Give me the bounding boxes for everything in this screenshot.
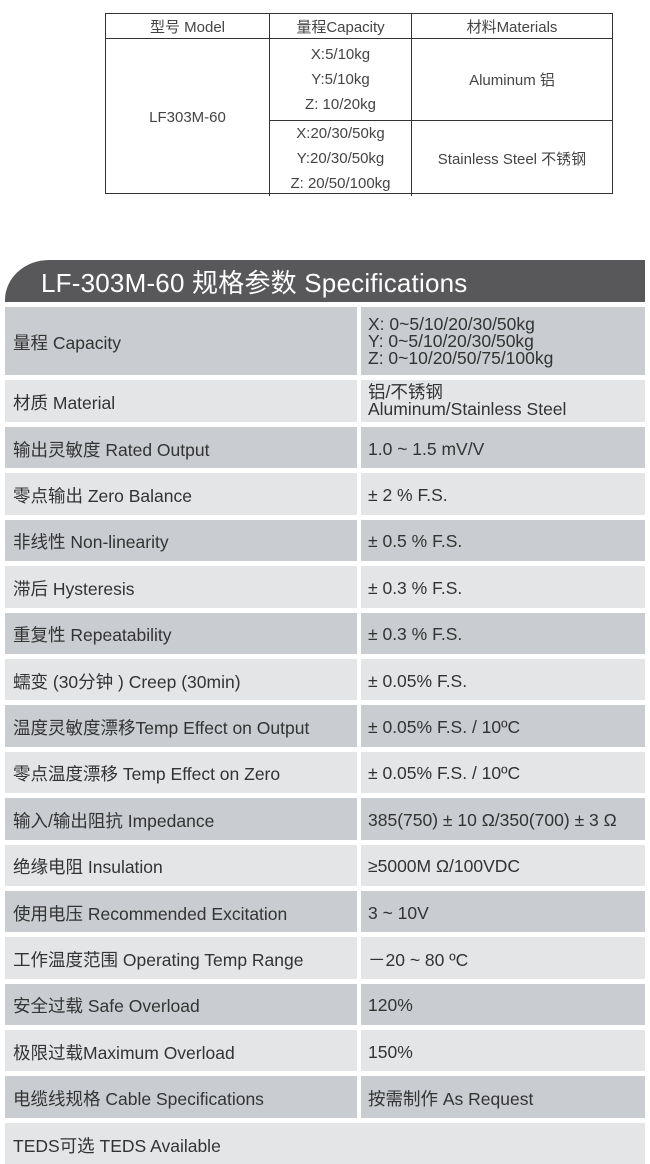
spec-row: 零点输出 Zero Balance ± 2 % F.S. [5, 473, 645, 515]
spec-value: ± 0.05% F.S. / 10ºC [361, 751, 645, 794]
spec-value: 1.0 ~ 1.5 mV/V [361, 427, 645, 469]
capacity-line: Y:5/10kg [311, 71, 370, 88]
spec-label: 量程 Capacity [5, 307, 357, 375]
spec-label: 滞后 Hysteresis [5, 566, 357, 608]
spec-row: 蠕变 (30分钟 ) Creep (30min) ± 0.05% F.S. [5, 658, 645, 701]
spec-value-line: 150% [368, 1041, 413, 1062]
spec-row: 使用电压 Recommended Excitation 3 ~ 10V [5, 890, 645, 933]
spec-label: 非线性 Non-linearity [5, 519, 357, 562]
spec-label: 零点输出 Zero Balance [5, 473, 357, 515]
spec-value-line: 铝/不锈钢 [368, 382, 443, 402]
spec-value: ± 0.3 % F.S. [361, 612, 645, 654]
capacity-line: Y:20/30/50kg [296, 150, 385, 167]
header-model: 型号 Model [106, 14, 269, 39]
spec-value: ≥5000M Ω/100VDC [361, 844, 645, 886]
capacity-line: X:5/10kg [310, 46, 371, 63]
capacity-line: Z: 10/20kg [305, 96, 376, 113]
spec-label: 安全过载 Safe Overload [5, 983, 357, 1026]
spec-value: ± 0.5 % F.S. [361, 519, 645, 562]
spec-label: 电缆线规格 Cable Specifications [5, 1076, 357, 1118]
spec-value: 150% [361, 1030, 645, 1072]
spec-value-line: 3 ~ 10V [368, 902, 429, 923]
spec-row: 滞后 Hysteresis ± 0.3 % F.S. [5, 566, 645, 608]
spec-value-line: －20 ~ 80 ºC [368, 949, 469, 970]
spec-value-line: Y: 0~5/10/20/30/50kg [368, 330, 534, 351]
spec-value: 铝/不锈钢 Aluminum/Stainless Steel [361, 380, 645, 422]
spec-label: TEDS可选 TEDS Available [5, 1122, 645, 1164]
spec-value-line: ± 0.3 % F.S. [368, 624, 463, 645]
spec-row: 重复性 Repeatability ± 0.3 % F.S. [5, 612, 645, 654]
spec-label: 极限过载Maximum Overload [5, 1030, 357, 1072]
header-capacity: 量程Capacity [269, 14, 411, 39]
spec-row: 极限过载Maximum Overload 150% [5, 1030, 645, 1072]
spec-value: ± 0.05% F.S. [361, 658, 645, 701]
spec-label: 工作温度范围 Operating Temp Range [5, 937, 357, 979]
material-aluminum: Aluminum 铝 [411, 39, 612, 121]
spec-value-line: ± 0.3 % F.S. [368, 577, 463, 598]
model-table: 型号 Model 量程Capacity 材料Materials LF303M-6… [105, 13, 613, 196]
spec-label: 零点温度漂移 Temp Effect on Zero [5, 751, 357, 794]
spec-value: 3 ~ 10V [361, 890, 645, 933]
spec-row: 安全过载 Safe Overload 120% [5, 983, 645, 1026]
spec-value: X: 0~5/10/20/30/50kg Y: 0~5/10/20/30/50kg… [361, 307, 645, 375]
spec-label: 材质 Material [5, 380, 357, 422]
spec-value-line: ± 0.05% F.S. / 10ºC [368, 763, 521, 784]
material-steel: Stainless Steel 不锈钢 [411, 121, 612, 196]
spec-value: ± 0.3 % F.S. [361, 566, 645, 608]
spec-row: 绝缘电阻 Insulation ≥5000M Ω/100VDC [5, 844, 645, 886]
spec-row: 输出灵敏度 Rated Output 1.0 ~ 1.5 mV/V [5, 427, 645, 469]
capacity-line: X:20/30/50kg [296, 125, 385, 142]
spec-label: 输入/输出阻抗 Impedance [5, 798, 357, 840]
spec-row: 电缆线规格 Cable Specifications 按需制作 As Reques… [5, 1076, 645, 1118]
capacity-steel: X:20/30/50kg Y:20/30/50kg Z: 20/50/100kg [269, 121, 411, 196]
spec-row: 工作温度范围 Operating Temp Range －20 ~ 80 ºC [5, 937, 645, 979]
spec-label: 蠕变 (30分钟 ) Creep (30min) [5, 658, 357, 701]
spec-value-line: ± 2 % F.S. [368, 485, 448, 506]
spec-value-line: Z: 0~10/20/50/75/100kg [368, 347, 554, 368]
spec-value-line: 385(750) ± 10 Ω/350(700) ± 3 Ω [368, 809, 617, 830]
spec-label: 输出灵敏度 Rated Output [5, 427, 357, 469]
spec-label: 绝缘电阻 Insulation [5, 844, 357, 886]
spec-value-line: ≥5000M Ω/100VDC [368, 856, 521, 877]
spec-label: 重复性 Repeatability [5, 612, 357, 654]
spec-value-line: 1.0 ~ 1.5 mV/V [368, 438, 485, 459]
header-materials: 材料Materials [411, 14, 612, 39]
spec-row: 温度灵敏度漂移Temp Effect on Output ± 0.05% F.S.… [5, 705, 645, 747]
spec-rows: 量程 Capacity X: 0~5/10/20/30/50kg Y: 0~5/10… [5, 307, 645, 1164]
spec-value-line: Aluminum/Stainless Steel [368, 399, 567, 419]
spec-value: ± 2 % F.S. [361, 473, 645, 515]
spec-value-line: X: 0~5/10/20/30/50kg [368, 313, 535, 334]
spec-row: 材质 Material 铝/不锈钢 Aluminum/Stainless Steel [5, 380, 645, 422]
model-name: LF303M-60 [149, 109, 226, 126]
spec-value-line: 120% [368, 995, 413, 1016]
spec-value-line: ± 0.5 % F.S. [368, 531, 463, 552]
capacity-aluminum: X:5/10kg Y:5/10kg Z: 10/20kg [269, 39, 411, 121]
spec-row: 零点温度漂移 Temp Effect on Zero ± 0.05% F.S. /… [5, 751, 645, 794]
spec-value: 385(750) ± 10 Ω/350(700) ± 3 Ω [361, 798, 645, 840]
capacity-line: Z: 20/50/100kg [290, 175, 391, 192]
spec-row: 非线性 Non-linearity ± 0.5 % F.S. [5, 519, 645, 562]
specifications-title: LF-303M-60 规格参数 Specifications [5, 260, 645, 302]
spec-value-line: ± 0.05% F.S. [368, 670, 468, 691]
spec-row: 量程 Capacity X: 0~5/10/20/30/50kg Y: 0~5/10… [5, 307, 645, 375]
spec-row: TEDS可选 TEDS Available [5, 1122, 645, 1164]
spec-row: 输入/输出阻抗 Impedance 385(750) ± 10 Ω/350(700… [5, 798, 645, 840]
spec-value: ± 0.05% F.S. / 10ºC [361, 705, 645, 747]
spec-value: 按需制作 As Request [361, 1076, 645, 1118]
specifications-table: LF-303M-60 规格参数 Specifications 量程 Capaci… [5, 260, 645, 1164]
spec-label: 温度灵敏度漂移Temp Effect on Output [5, 705, 357, 747]
spec-value-line: 按需制作 As Request [368, 1089, 534, 1110]
spec-value: －20 ~ 80 ºC [361, 937, 645, 979]
spec-label: 使用电压 Recommended Excitation [5, 890, 357, 933]
spec-value: 120% [361, 983, 645, 1026]
spec-value-line: ± 0.05% F.S. / 10ºC [368, 717, 521, 738]
